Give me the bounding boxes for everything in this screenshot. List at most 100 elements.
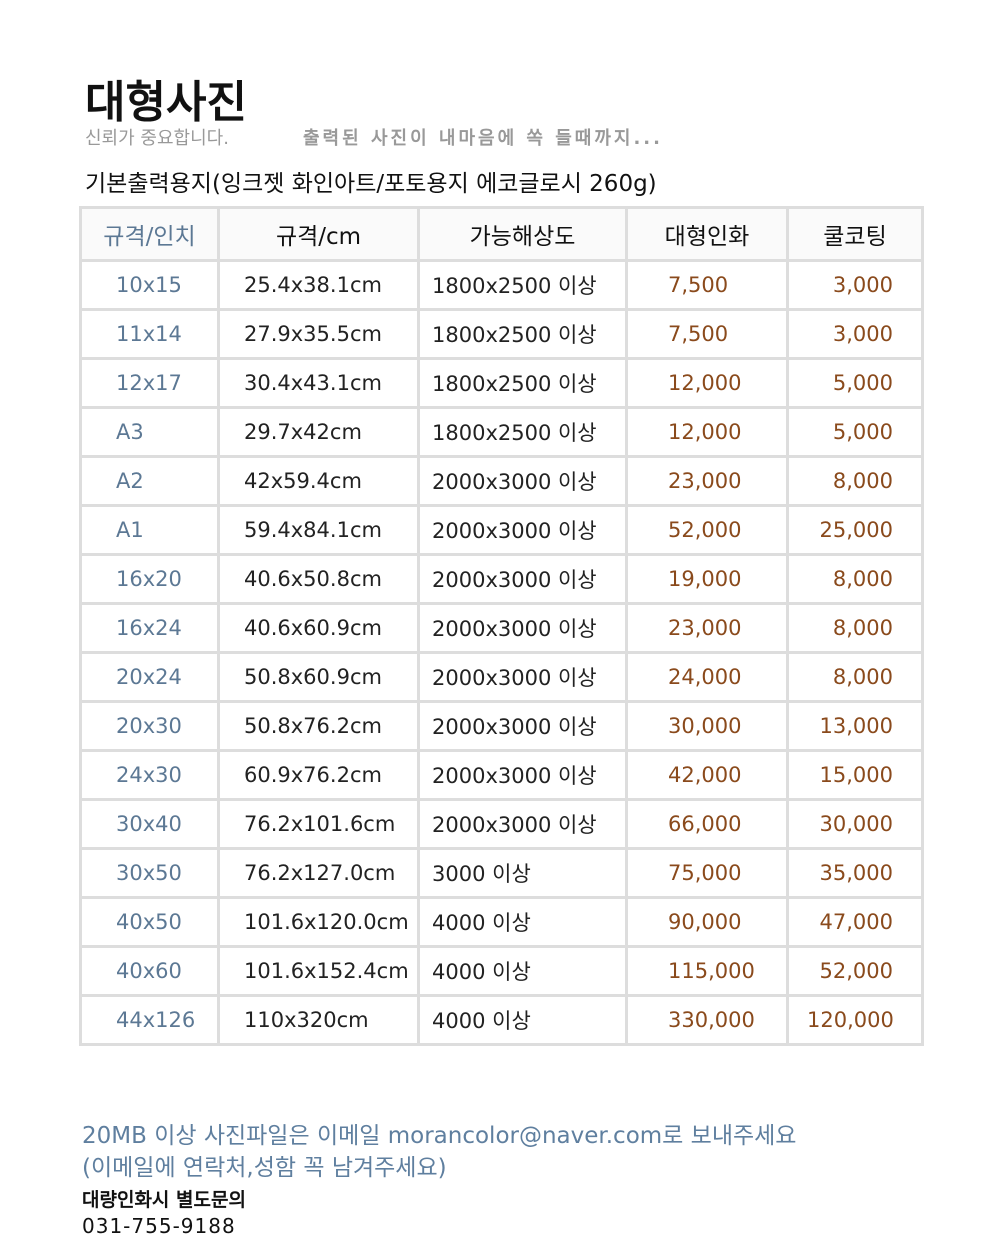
column-header: 규격/인치 [79, 206, 220, 262]
table-row: 12x17 30.4x43.1cm 1800x2500 이상 12,000 5,000 [79, 357, 924, 409]
table-row: 44x126 110x320cm 4000 이상 330,000 120,000 [79, 994, 924, 1046]
table-cell: 30.4x43.1cm [217, 357, 420, 409]
table-row: A1 59.4x84.1cm 2000x3000 이상 52,000 25,000 [79, 504, 924, 556]
table-cell: 7,500 [625, 308, 789, 360]
table-cell: 52,000 [786, 945, 924, 997]
table-cell: 2000x3000 이상 [417, 700, 628, 752]
table-cell: 42,000 [625, 749, 789, 801]
table-cell: 50.8x60.9cm [217, 651, 420, 703]
price-table: 규격/인치 규격/cm 가능해상도 대형인화 쿨코팅 10x15 25.4x38.1cm 1… [79, 206, 924, 1046]
table-row: 10x15 25.4x38.1cm 1800x2500 이상 7,500 3,000 [79, 259, 924, 311]
table-cell: 35,000 [786, 847, 924, 899]
table-cell: 50.8x76.2cm [217, 700, 420, 752]
table-cell: 29.7x42cm [217, 406, 420, 458]
table-cell: 1800x2500 이상 [417, 357, 628, 409]
table-cell: 11x14 [79, 308, 220, 360]
column-header: 가능해상도 [417, 206, 628, 262]
table-cell: 3000 이상 [417, 847, 628, 899]
table-cell: 44x126 [79, 994, 220, 1046]
table-cell: 2000x3000 이상 [417, 749, 628, 801]
table-cell: 19,000 [625, 553, 789, 605]
table-row: A2 42x59.4cm 2000x3000 이상 23,000 8,000 [79, 455, 924, 507]
table-cell: 30,000 [625, 700, 789, 752]
table-row: 16x20 40.6x50.8cm 2000x3000 이상 19,000 8,000 [79, 553, 924, 605]
table-cell: 120,000 [786, 994, 924, 1046]
table-cell: 23,000 [625, 455, 789, 507]
table-cell: 24,000 [625, 651, 789, 703]
table-cell: 101.6x120.0cm [217, 896, 420, 948]
column-header: 대형인화 [625, 206, 789, 262]
table-cell: 5,000 [786, 357, 924, 409]
table-cell: 16x24 [79, 602, 220, 654]
table-cell: 2000x3000 이상 [417, 553, 628, 605]
table-cell: 8,000 [786, 651, 924, 703]
table-cell: 8,000 [786, 602, 924, 654]
subtitle: 신뢰가 중요합니다. [85, 128, 229, 149]
table-cell: 2000x3000 이상 [417, 602, 628, 654]
table-cell: 2000x3000 이상 [417, 651, 628, 703]
table-cell: 40.6x50.8cm [217, 553, 420, 605]
table-cell: 47,000 [786, 896, 924, 948]
table-cell: 110x320cm [217, 994, 420, 1046]
table-cell: A2 [79, 455, 220, 507]
table-cell: 7,500 [625, 259, 789, 311]
table-row: 11x14 27.9x35.5cm 1800x2500 이상 7,500 3,000 [79, 308, 924, 360]
column-header: 쿨코팅 [786, 206, 924, 262]
paper-spec: 기본출력용지(잉크젯 화인아트/포토용지 에코글로시 260g) [85, 171, 657, 197]
table-row: 24x30 60.9x76.2cm 2000x3000 이상 42,000 15,000 [79, 749, 924, 801]
header-row: 규격/인치 규격/cm 가능해상도 대형인화 쿨코팅 [79, 206, 924, 262]
table-cell: 115,000 [625, 945, 789, 997]
table-cell: 90,000 [625, 896, 789, 948]
table-cell: 25,000 [786, 504, 924, 556]
table-cell: 13,000 [786, 700, 924, 752]
table-cell: 42x59.4cm [217, 455, 420, 507]
table-row: A3 29.7x42cm 1800x2500 이상 12,000 5,000 [79, 406, 924, 458]
table-cell: 24x30 [79, 749, 220, 801]
table-cell: 4000 이상 [417, 994, 628, 1046]
table-cell: 5,000 [786, 406, 924, 458]
table-cell: 40x50 [79, 896, 220, 948]
table-row: 40x50 101.6x120.0cm 4000 이상 90,000 47,000 [79, 896, 924, 948]
table-cell: 66,000 [625, 798, 789, 850]
table-cell: 30x40 [79, 798, 220, 850]
table-cell: A3 [79, 406, 220, 458]
table-cell: 1800x2500 이상 [417, 308, 628, 360]
table-cell: 101.6x152.4cm [217, 945, 420, 997]
tagline: 출력된 사진이 내마음에 쏙 들때까지... [303, 128, 663, 149]
table-row: 16x24 40.6x60.9cm 2000x3000 이상 23,000 8,000 [79, 602, 924, 654]
table-row: 20x30 50.8x76.2cm 2000x3000 이상 30,000 13,000 [79, 700, 924, 752]
table-row: 40x60 101.6x152.4cm 4000 이상 115,000 52,000 [79, 945, 924, 997]
table-cell: 23,000 [625, 602, 789, 654]
table-cell: 75,000 [625, 847, 789, 899]
table-cell: 76.2x127.0cm [217, 847, 420, 899]
phone: 031-755-9188 [82, 1214, 236, 1238]
bulk-note: 대량인화시 별도문의 [82, 1189, 246, 1211]
table-cell: 76.2x101.6cm [217, 798, 420, 850]
table-cell: 16x20 [79, 553, 220, 605]
table-row: 20x24 50.8x60.9cm 2000x3000 이상 24,000 8,000 [79, 651, 924, 703]
table-cell: 3,000 [786, 308, 924, 360]
table-cell: 40.6x60.9cm [217, 602, 420, 654]
table-cell: 52,000 [625, 504, 789, 556]
column-header: 규격/cm [217, 206, 420, 262]
table-cell: 25.4x38.1cm [217, 259, 420, 311]
table-cell: 60.9x76.2cm [217, 749, 420, 801]
table-cell: 3,000 [786, 259, 924, 311]
table-cell: 12,000 [625, 357, 789, 409]
contact-note: (이메일에 연락처,성함 꼭 남겨주세요) [82, 1155, 447, 1181]
table-cell: 330,000 [625, 994, 789, 1046]
table-cell: 2000x3000 이상 [417, 504, 628, 556]
table-cell: 12x17 [79, 357, 220, 409]
table-cell: 27.9x35.5cm [217, 308, 420, 360]
table-cell: 59.4x84.1cm [217, 504, 420, 556]
table-cell: 40x60 [79, 945, 220, 997]
table-cell: 12,000 [625, 406, 789, 458]
table-cell: 4000 이상 [417, 945, 628, 997]
table-cell: 2000x3000 이상 [417, 455, 628, 507]
table-row: 30x40 76.2x101.6cm 2000x3000 이상 66,000 30,00… [79, 798, 924, 850]
table-cell: 20x30 [79, 700, 220, 752]
table-cell: 8,000 [786, 553, 924, 605]
table-cell: 1800x2500 이상 [417, 259, 628, 311]
table-cell: 1800x2500 이상 [417, 406, 628, 458]
